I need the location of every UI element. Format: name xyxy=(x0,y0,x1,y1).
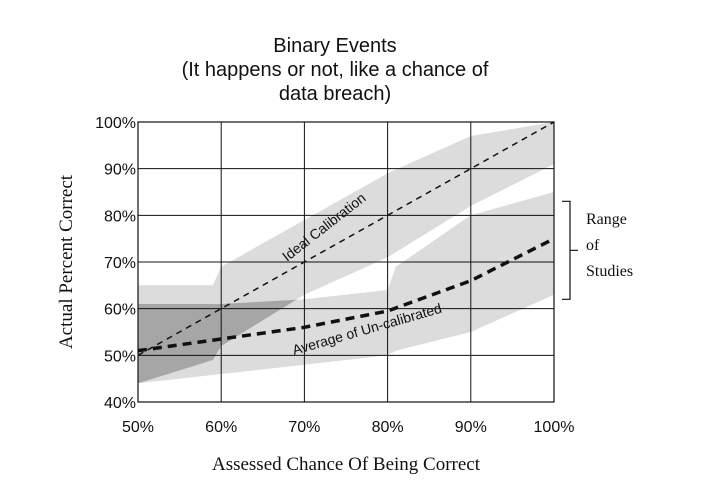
tick-layer: 50% 60% 70% 80% 90% 100% 40% 50% 60% 70% 80% 90% 100… xyxy=(95,115,574,436)
plot-frame xyxy=(137,121,555,403)
x-tick-label-100: 100% xyxy=(534,419,575,436)
series-line-1 xyxy=(138,122,554,356)
x-tick-label-70: 70% xyxy=(288,419,320,436)
range-annotation-line-2: of xyxy=(586,237,600,254)
y-tick-label-40: 40% xyxy=(104,395,136,412)
x-tick-label-80: 80% xyxy=(372,419,404,436)
y-axis-label: Actual Percent Correct xyxy=(56,174,77,349)
chart-title-line-1: Binary Events xyxy=(273,35,396,57)
range-annotation-line-1: Range xyxy=(586,211,627,228)
y-tick-label-100: 100% xyxy=(95,115,136,132)
y-tick-label-80: 80% xyxy=(104,208,136,225)
y-tick-label-70: 70% xyxy=(104,255,136,272)
chart-title-line-2: (It happens or not, like a chance of xyxy=(182,59,489,81)
range-of-studies-bracket xyxy=(562,200,578,300)
y-tick-label-60: 60% xyxy=(104,302,136,319)
series-layer xyxy=(138,122,554,356)
chart-title-line-3: data breach) xyxy=(279,83,391,105)
x-tick-label-50: 50% xyxy=(122,419,154,436)
x-axis-label: Assessed Chance Of Being Correct xyxy=(212,454,481,475)
x-tick-label-60: 60% xyxy=(205,419,237,436)
y-tick-label-50: 50% xyxy=(104,348,136,365)
range-annotation-line-3: Studies xyxy=(586,263,633,280)
y-tick-label-90: 90% xyxy=(104,162,136,179)
x-tick-label-90: 90% xyxy=(455,419,487,436)
series-line-2 xyxy=(138,237,554,353)
